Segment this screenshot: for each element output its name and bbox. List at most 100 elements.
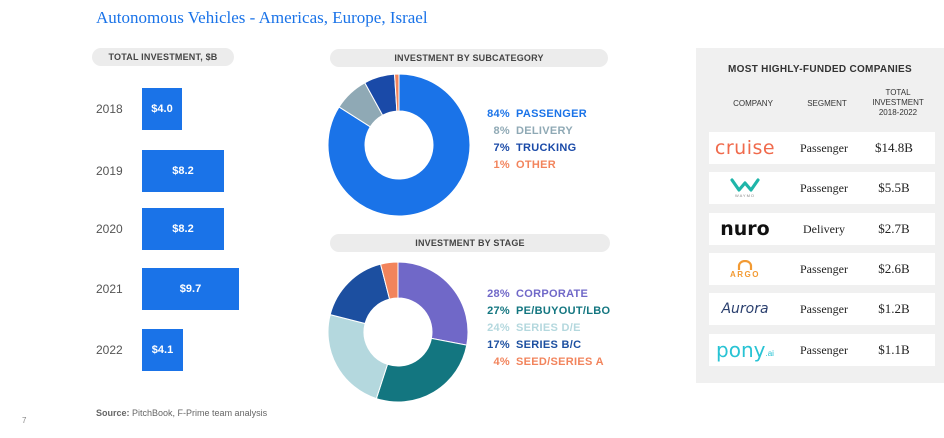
legend-label: OTHER [516,159,556,171]
legend-item: 8% DELIVERY [484,125,573,137]
pony-logo-text: pony [716,338,766,362]
page-title: Autonomous Vehicles - Americas, Europe, … [96,8,428,27]
donut-slice [329,263,391,325]
subcategory-chart-title: INVESTMENT BY SUBCATEGORY [330,49,608,67]
legend-item: 7% TRUCKING [484,142,577,154]
company-total: $1.2B [878,301,910,316]
company-row-pony: pony .ai Passenger $1.1B [709,334,935,366]
column-header-total: TOTAL INVESTMENT 2018-2022 [856,88,940,118]
subcategory-donut-chart [327,73,471,217]
bar-value-label: $8.2 [172,223,194,235]
companies-panel-title: MOST HIGHLY-FUNDED COMPANIES [728,64,912,75]
source-note: Source: PitchBook, F-Prime team analysis [96,408,267,418]
bar: $8.2 [142,208,224,250]
company-segment: Passenger [800,181,848,195]
bar: $8.2 [142,150,224,192]
company-segment: Passenger [800,343,848,357]
company-total: $1.1B [878,342,910,357]
column-header-segment: SEGMENT [807,99,847,108]
source-text: PitchBook, F-Prime team analysis [132,408,268,418]
company-total: $5.5B [878,180,910,195]
legend-label: SERIES B/C [516,339,582,351]
bar: $4.0 [142,88,182,130]
column-header-total-line2: INVESTMENT [872,98,924,107]
bar-category-label: 2021 [96,282,123,296]
argo-logo: ARGO [709,253,781,285]
company-segment: Passenger [800,262,848,276]
donut-slice [327,73,471,217]
legend-percent: 27% [487,305,510,317]
stage-donut-chart [327,261,469,403]
aurora-logo-text: Aurora [721,301,769,317]
cruise-logo: cruise [709,132,781,164]
pony-logo: pony .ai [709,334,781,366]
waymo-logo-text: WAYMO [734,193,756,198]
source-label: Source: [96,408,130,418]
legend-percent: 4% [493,356,510,368]
bar-category-label: 2018 [96,102,123,116]
company-row-nuro: nuro Delivery $2.7B [709,213,935,245]
company-row-cruise: cruise Passenger $14.8B [709,132,935,164]
company-total: $2.7B [878,221,910,236]
legend-item: 4% SEED/SERIES A [484,356,604,368]
legend-label: DELIVERY [516,125,574,137]
company-total: $2.6B [878,261,910,276]
cruise-logo-text: cruise [714,137,776,159]
bar-category-label: 2022 [96,343,123,357]
company-row-aurora: Aurora Passenger $1.2B [709,293,935,325]
stage-chart-title: INVESTMENT BY STAGE [330,234,610,252]
bar-chart-title: TOTAL INVESTMENT, $B [92,48,234,66]
legend-label: TRUCKING [516,142,577,154]
legend-label: PASSENGER [516,108,587,120]
page-number: 7 [22,416,27,425]
argo-logo-text: ARGO [730,269,760,279]
companies-panel: MOST HIGHLY-FUNDED COMPANIES COMPANY SEG… [696,48,944,383]
bar-value-label: $8.2 [172,165,194,177]
legend-percent: 28% [487,288,510,300]
legend-item: 27% PE/BUYOUT/LBO [484,305,610,317]
bar: $4.1 [142,329,183,371]
column-header-total-line1: TOTAL [885,88,911,97]
legend-label: SEED/SERIES A [516,356,604,368]
donut-slice [397,261,469,346]
pony-logo-suffix: .ai [765,349,774,358]
donut-slice [375,337,468,403]
legend-percent: 8% [493,125,510,137]
bar-value-label: $4.0 [151,103,173,115]
company-segment: Delivery [803,222,845,236]
company-segment: Passenger [800,302,848,316]
legend-label: PE/BUYOUT/LBO [516,305,611,317]
company-total: $14.8B [875,140,913,155]
bar-category-label: 2020 [96,222,123,236]
argo-arch-icon [737,259,753,270]
waymo-w-icon [730,178,760,192]
legend-percent: 1% [493,159,510,171]
legend-item: 1% OTHER [484,159,556,171]
bar-category-label: 2019 [96,164,123,178]
nuro-logo-text: nuro [720,218,770,240]
legend-label: CORPORATE [516,288,589,300]
legend-item: 17% SERIES B/C [484,339,581,351]
bar: $9.7 [142,268,239,310]
legend-percent: 17% [487,339,510,351]
column-header-total-line3: 2018-2022 [878,108,918,117]
legend-percent: 7% [493,142,510,154]
aurora-logo: Aurora [709,293,781,325]
company-row-argo: ARGO Passenger $2.6B [709,253,935,285]
donut-slice [327,313,389,400]
legend-item: 28% CORPORATE [484,288,588,300]
bar-value-label: $4.1 [151,344,174,356]
column-header-company: COMPANY [733,99,773,108]
legend-percent: 24% [487,322,510,334]
legend-item: 24% SERIES D/E [484,322,581,334]
legend-label: SERIES D/E [516,322,581,334]
nuro-logo: nuro [709,213,781,245]
waymo-logo: WAYMO [709,172,781,204]
legend-item: 84% PASSENGER [484,108,587,120]
company-segment: Passenger [800,141,848,155]
bar-value-label: $9.7 [179,283,202,295]
donut-slice [379,261,399,300]
donut-slice [394,73,400,112]
company-row-waymo: WAYMO Passenger $5.5B [709,172,935,204]
legend-percent: 84% [487,108,510,120]
